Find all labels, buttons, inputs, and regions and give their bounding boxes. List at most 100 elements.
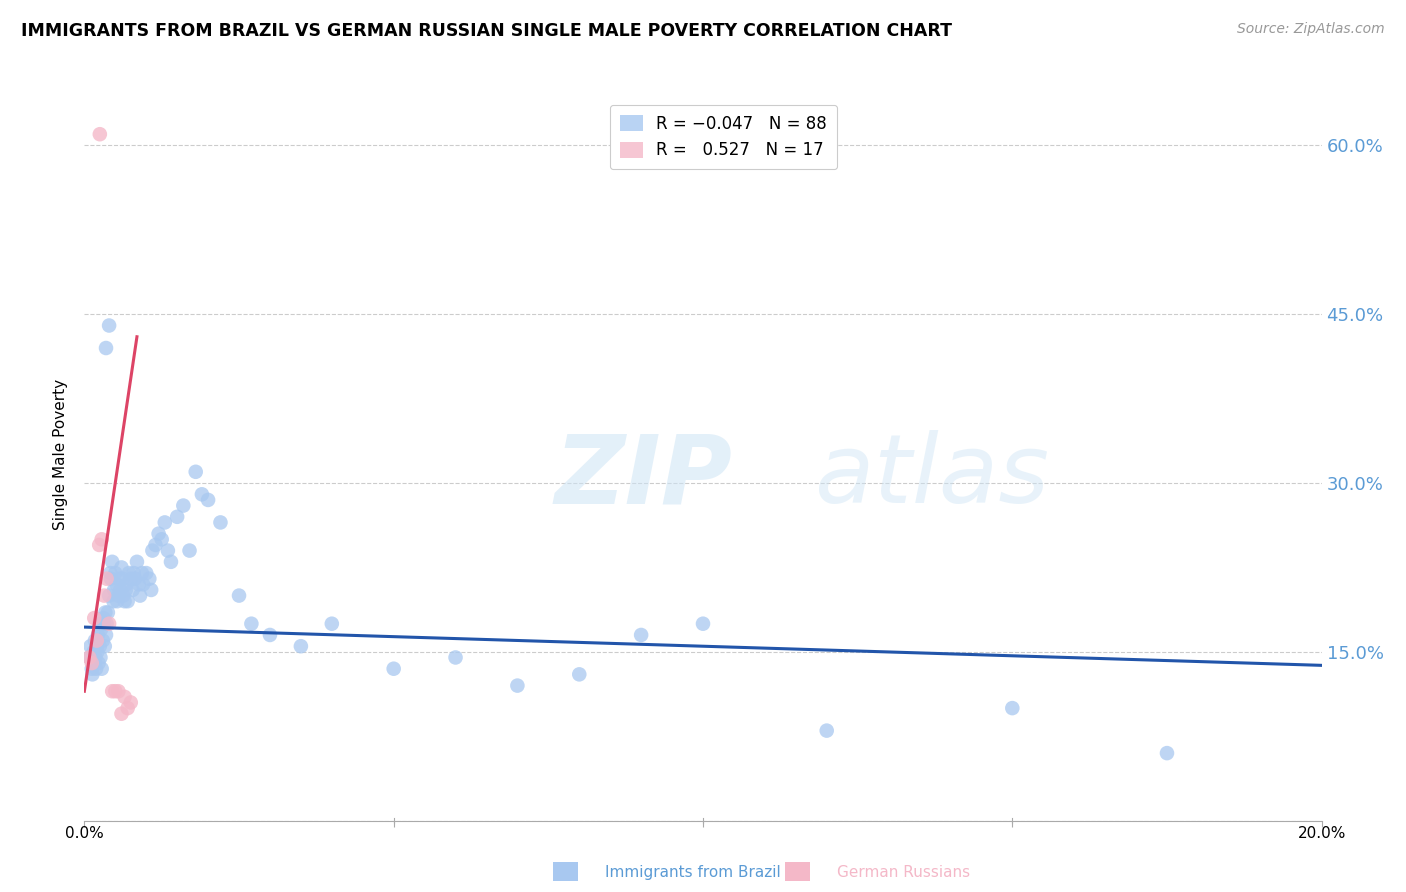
Point <box>630 628 652 642</box>
Point <box>117 594 139 608</box>
Point <box>321 616 343 631</box>
Point <box>86 639 108 653</box>
Point <box>80 662 103 676</box>
Point <box>166 509 188 524</box>
Point <box>98 616 121 631</box>
Point <box>107 684 129 698</box>
Point <box>87 628 110 642</box>
Point <box>122 566 145 580</box>
Point <box>184 465 207 479</box>
Point <box>93 589 115 603</box>
Point <box>240 616 263 631</box>
Point <box>120 572 142 586</box>
Point <box>141 543 163 558</box>
Point <box>90 662 112 676</box>
Point <box>382 662 405 676</box>
Point <box>89 650 111 665</box>
Point <box>86 645 108 659</box>
Point <box>290 639 312 653</box>
Point <box>90 623 112 637</box>
Point <box>197 492 219 507</box>
Text: German Russians: German Russians <box>837 865 970 880</box>
Point <box>111 572 134 586</box>
Point <box>91 633 114 648</box>
Point <box>117 701 139 715</box>
Point <box>98 318 121 333</box>
Point <box>83 611 105 625</box>
Point <box>506 679 529 693</box>
Point <box>93 616 115 631</box>
Point <box>104 684 127 698</box>
Point <box>138 572 160 586</box>
Point <box>100 572 122 586</box>
Point <box>150 533 173 547</box>
Point <box>124 572 146 586</box>
Point <box>83 633 105 648</box>
Point <box>94 341 117 355</box>
Text: Immigrants from Brazil: Immigrants from Brazil <box>605 865 780 880</box>
Point <box>80 656 103 670</box>
Point <box>103 594 125 608</box>
Point <box>121 582 143 597</box>
Point <box>568 667 591 681</box>
Point <box>259 628 281 642</box>
Point <box>103 582 125 597</box>
Point <box>107 589 129 603</box>
Text: 20.0%: 20.0% <box>1298 826 1346 841</box>
Text: IMMIGRANTS FROM BRAZIL VS GERMAN RUSSIAN SINGLE MALE POVERTY CORRELATION CHART: IMMIGRANTS FROM BRAZIL VS GERMAN RUSSIAN… <box>21 22 952 40</box>
Point <box>115 577 138 591</box>
Point <box>815 723 838 738</box>
Point <box>94 639 117 653</box>
Point <box>96 616 118 631</box>
Point <box>94 606 117 620</box>
Point <box>179 543 201 558</box>
Y-axis label: Single Male Poverty: Single Male Poverty <box>53 379 69 531</box>
Point <box>83 645 105 659</box>
Point <box>84 662 107 676</box>
Point <box>79 639 101 653</box>
Point <box>89 538 111 552</box>
Point <box>93 611 115 625</box>
Point <box>160 555 183 569</box>
Text: Source: ZipAtlas.com: Source: ZipAtlas.com <box>1237 22 1385 37</box>
Point <box>148 526 170 541</box>
Point <box>89 127 111 141</box>
Point <box>86 633 108 648</box>
Point <box>108 572 131 586</box>
Point <box>79 650 101 665</box>
Point <box>110 582 132 597</box>
Text: ZIP: ZIP <box>554 430 733 524</box>
Point <box>141 582 163 597</box>
Point <box>444 650 467 665</box>
Point <box>114 690 136 704</box>
Point <box>156 543 179 558</box>
Point <box>101 684 124 698</box>
Point <box>112 589 135 603</box>
Point <box>79 650 101 665</box>
Point <box>96 572 118 586</box>
Point <box>135 566 157 580</box>
Point <box>172 499 194 513</box>
Text: 0.0%: 0.0% <box>65 826 104 841</box>
Text: atlas: atlas <box>814 430 1049 524</box>
Point <box>131 566 153 580</box>
Point <box>98 566 121 580</box>
Point <box>114 582 136 597</box>
Point <box>1156 746 1178 760</box>
Legend: R = −0.047   N = 88, R =   0.527   N = 17: R = −0.047 N = 88, R = 0.527 N = 17 <box>610 105 837 169</box>
Point <box>145 538 167 552</box>
Point <box>125 555 148 569</box>
Point <box>90 533 112 547</box>
Point <box>104 566 127 580</box>
Point <box>97 606 120 620</box>
Point <box>89 616 111 631</box>
Point <box>191 487 214 501</box>
Point <box>82 667 104 681</box>
Point <box>110 560 132 574</box>
Point <box>114 594 136 608</box>
Point <box>228 589 250 603</box>
Point <box>83 656 105 670</box>
Point <box>84 650 107 665</box>
Point <box>89 639 111 653</box>
Point <box>692 616 714 631</box>
